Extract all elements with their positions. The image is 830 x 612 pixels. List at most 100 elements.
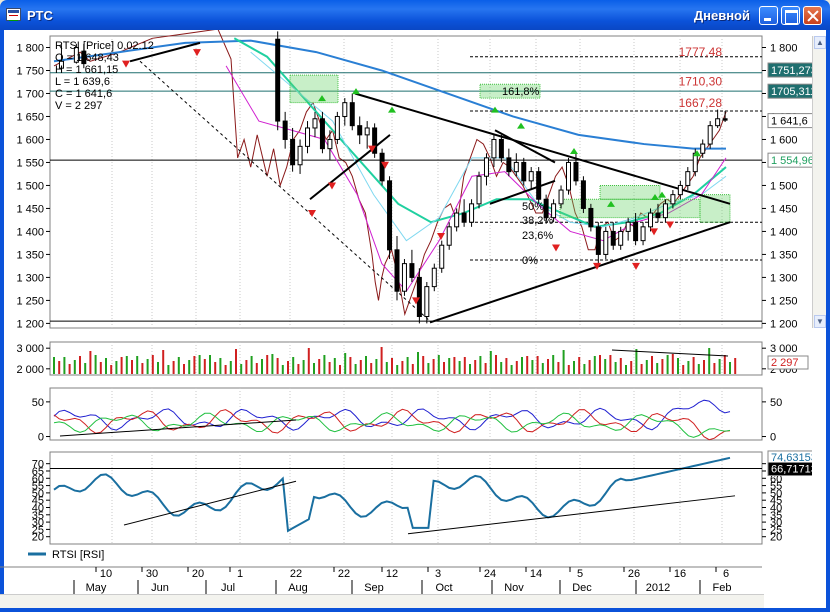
- buy-signal-arrow-icon: [651, 193, 659, 200]
- cloud-zone: [289, 74, 339, 104]
- y-tick-label-left: 1 450: [16, 203, 44, 215]
- rsi-value-box: [767, 462, 812, 477]
- ohlc-info-line: C = 1 641,6: [55, 88, 112, 100]
- candle-body: [640, 226, 646, 242]
- candle-body: [401, 263, 407, 292]
- osc-green: [53, 412, 731, 438]
- y-tick-label-left: 1 400: [16, 226, 44, 238]
- y-tick-label-right: 1 800: [770, 42, 798, 54]
- x-tick-label: 3: [435, 568, 441, 580]
- buy-signal-arrow-icon: [693, 150, 701, 157]
- x-tick-label: 26: [628, 568, 640, 580]
- y-tick-label-right: 50: [770, 488, 782, 500]
- moving-average-magenta: [225, 65, 727, 293]
- y-tick-label-left: 1 200: [16, 318, 44, 330]
- volume-box: [767, 355, 809, 370]
- price-box-label: 1 641,6: [771, 116, 808, 128]
- x-month-label: Feb: [713, 582, 732, 594]
- candle-body: [521, 161, 527, 182]
- fibonacci-label: 38,2%: [522, 215, 553, 227]
- candle-body: [498, 138, 504, 159]
- x-month-label: Aug: [288, 582, 308, 594]
- y-tick-label-left: 1 800: [16, 42, 44, 54]
- x-tick-label: 6: [723, 568, 729, 580]
- y-tick-label-right: 1 250: [770, 295, 798, 307]
- rsi-line: [53, 456, 731, 533]
- cloud-zone: [699, 194, 731, 223]
- candle-body: [454, 212, 460, 228]
- candle-body: [551, 203, 557, 219]
- app-chart-icon[interactable]: [6, 8, 21, 21]
- buy-signal-arrow-icon: [570, 147, 578, 154]
- candle-body: [528, 171, 534, 182]
- fibonacci-label: 50%: [522, 201, 544, 213]
- x-month-label: Sep: [364, 582, 384, 594]
- scroll-down-arrow-icon[interactable]: ▼: [814, 315, 826, 328]
- osc-blue: [53, 399, 731, 431]
- x-tick-label: 1: [237, 568, 243, 580]
- period-label: Дневной: [693, 8, 750, 23]
- minimize-button[interactable]: [759, 6, 778, 25]
- candle-body: [662, 203, 668, 219]
- y-tick-label-right: 30: [770, 517, 782, 529]
- x-month-label: 2012: [646, 582, 670, 594]
- y-tick-label-right: 1 400: [770, 226, 798, 238]
- trend-line: [429, 221, 731, 324]
- price-box-label: 1 554,962: [771, 155, 812, 167]
- x-month-label: Oct: [435, 582, 452, 594]
- x-month-label: Jun: [151, 582, 169, 594]
- ohlc-info-line: L = 1 639,6: [55, 76, 110, 88]
- horizontal-scrollbar[interactable]: [0, 594, 764, 608]
- y-tick-label-right: 20: [770, 532, 782, 544]
- vertical-scrollbar[interactable]: ▲ ▼: [812, 36, 826, 328]
- candle-body: [588, 207, 594, 228]
- candle-body: [483, 157, 489, 177]
- y-tick-label-left: 25: [32, 524, 44, 536]
- candle-body: [439, 244, 445, 269]
- candle-body: [394, 249, 400, 292]
- ohlc-info-line: V = 2 297: [55, 100, 102, 112]
- cloud-zone: [599, 184, 661, 200]
- pane-frame: [49, 451, 763, 545]
- close-button[interactable]: [803, 6, 822, 25]
- sell-signal-arrow-icon: [593, 262, 601, 270]
- candle-body: [715, 118, 721, 127]
- y-tick-label-left: 1 550: [16, 157, 44, 169]
- candle-body: [73, 46, 79, 63]
- candle-body: [379, 152, 385, 182]
- osc-red: [53, 408, 731, 441]
- cloud-zone: [479, 83, 541, 99]
- x-month-label: Nov: [504, 582, 524, 594]
- window-title: РТС: [27, 8, 53, 23]
- candle-body: [342, 102, 348, 117]
- price-box: [767, 83, 812, 99]
- y-tick-label-left: 20: [32, 532, 44, 544]
- pane-frame: [49, 341, 763, 376]
- scroll-up-arrow-icon[interactable]: ▲: [814, 36, 826, 49]
- y-tick-label-right: 1 350: [770, 249, 798, 261]
- candle-body: [670, 194, 676, 205]
- rsi-trend-line: [407, 495, 736, 535]
- fibonacci-label: 0%: [522, 255, 538, 267]
- y-tick-label-left: 1 500: [16, 180, 44, 192]
- y-tick-label-right: 40: [770, 502, 782, 514]
- candle-body: [424, 286, 430, 318]
- sell-signal-arrow-icon: [412, 297, 420, 305]
- x-tick-label: 24: [484, 568, 496, 580]
- y-tick-label-left: 2 000: [16, 364, 44, 376]
- candle-body: [416, 276, 422, 318]
- y-tick-label-left: 1 600: [16, 134, 44, 146]
- sell-signal-arrow-icon: [308, 210, 316, 218]
- buy-signal-arrow-icon: [318, 95, 326, 102]
- x-month-label: Dec: [572, 582, 592, 594]
- trend-line: [494, 129, 556, 164]
- maximize-button[interactable]: [781, 6, 800, 25]
- price-box: [767, 113, 812, 129]
- trend-line: [129, 41, 201, 63]
- candle-body: [685, 171, 691, 186]
- title-bar: РТС Дневной: [0, 0, 830, 30]
- level-value-label: 1667,28: [679, 96, 723, 110]
- candle-body: [677, 184, 683, 196]
- candle-body: [275, 38, 281, 122]
